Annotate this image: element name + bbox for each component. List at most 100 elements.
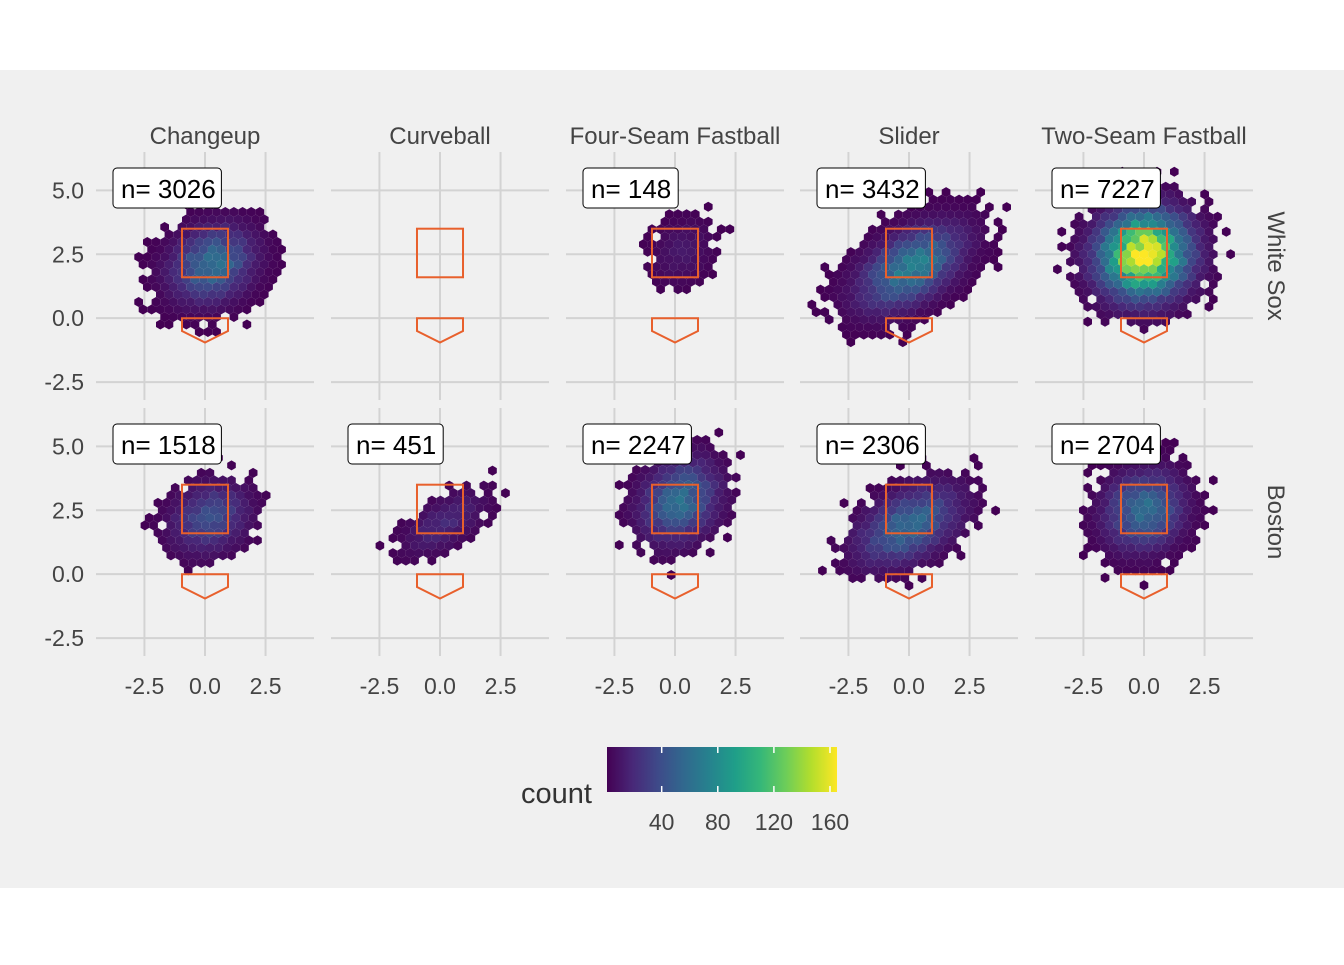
- hexbin-0-4-172: [1204, 256, 1214, 267]
- hexbin-0-0-45: [268, 229, 278, 240]
- hexbin-0-3-242: [915, 307, 925, 318]
- hexbin-0-3-80: [902, 239, 912, 250]
- hexbin-0-3-135: [898, 262, 908, 273]
- hexbin-0-3-109: [842, 254, 851, 265]
- hexbin-0-0-84: [186, 252, 195, 262]
- hexbin-0-0-87: [212, 252, 221, 262]
- hexbin-0-0-152: [220, 282, 230, 292]
- hexbin-1-2-44: [662, 472, 672, 483]
- hexbin-1-4-69: [1157, 490, 1166, 501]
- hexbin-0-4-123: [1083, 241, 1092, 252]
- hexbin-0-0-101: [190, 259, 200, 270]
- hexbin-0-4-177: [1105, 264, 1114, 275]
- hexbin-0-2-75: [673, 284, 683, 295]
- hexbin-0-3-121: [946, 254, 955, 265]
- hexbin-1-4-125: [1139, 520, 1149, 531]
- hexbin-0-3-191: [902, 284, 912, 295]
- hexbin-0-4-74: [1122, 219, 1131, 230]
- hexbin-1-3-104: [956, 520, 966, 531]
- hexbin-0-0-173: [160, 297, 169, 307]
- hexbin-0-4-52: [1074, 211, 1084, 222]
- hexbin-0-0-80: [151, 252, 161, 262]
- hexbin-0-3-170: [881, 277, 890, 288]
- hexbin-0-2-17: [699, 224, 709, 235]
- hexbin-1-2-50: [714, 472, 724, 483]
- hexbin-0-0-42: [242, 229, 252, 240]
- hexbin-0-0-62: [147, 244, 156, 255]
- hexbin-1-3-55: [935, 498, 944, 509]
- hexbin-1-4-126: [1148, 520, 1157, 531]
- hexbin-0-3-32: [881, 217, 890, 228]
- hexbin-0-0-4: [194, 207, 204, 217]
- hexbin-0-0-103: [207, 259, 217, 270]
- hexbin-1-3-164: [848, 558, 857, 569]
- hexbin-1-4-158: [1191, 535, 1201, 546]
- hexbin-0-3-173: [907, 277, 916, 288]
- hexbin-1-3-37: [904, 490, 914, 501]
- hexbin-0-3-90: [989, 239, 998, 250]
- hexbin-1-3-99: [913, 520, 922, 531]
- hexbin-0-0-75: [259, 244, 269, 255]
- hexbin-1-1-43: [466, 518, 476, 529]
- hexbin-0-3-83: [928, 239, 938, 250]
- hexbin-1-3-152: [870, 550, 879, 561]
- hexbin-1-3-120: [826, 535, 836, 546]
- hexbin-0-4-170: [1187, 256, 1196, 267]
- hexbin-0-4-233: [1152, 286, 1162, 297]
- hexbin-1-0-79: [218, 520, 228, 531]
- hexbin-1-2-115: [701, 510, 711, 520]
- hexbin-1-2-73: [688, 487, 698, 498]
- hexbin-1-3-18: [965, 475, 974, 486]
- hexbin-0-2-57: [686, 261, 696, 272]
- hexbin-0-4-86: [1074, 226, 1084, 237]
- hexbin-0-0-94: [272, 252, 282, 262]
- hexbin-1-1-9: [501, 488, 510, 499]
- hexbin-0-0-104: [216, 259, 226, 270]
- hexbin-1-3-124: [870, 535, 879, 546]
- hexbin-1-2-148: [688, 532, 698, 543]
- hexbin-1-0-35: [170, 497, 180, 508]
- hexbin-1-4-118: [1079, 520, 1088, 531]
- hexbin-0-4-87: [1083, 226, 1092, 237]
- hexbin-0-3-266: [859, 329, 869, 340]
- hexbin-0-0-128: [147, 274, 156, 285]
- hexbin-1-0-84: [153, 527, 163, 538]
- hexbin-0-4-216: [1139, 279, 1149, 290]
- n-label-1-3: n= 2306: [825, 430, 920, 460]
- hexbin-1-1-58: [405, 533, 415, 544]
- hexbin-0-0-179: [212, 297, 221, 307]
- hexbin-0-0-69: [207, 244, 217, 255]
- hexbin-0-3-35: [907, 217, 916, 228]
- hexbin-0-3-175: [924, 277, 934, 288]
- hexbin-1-2-9: [705, 442, 715, 453]
- hexbin-0-3-53: [937, 224, 947, 235]
- hexbin-1-4-169: [1170, 542, 1179, 553]
- n-label-box-1-0: [112, 423, 222, 465]
- hexbin-0-0-99: [173, 259, 182, 270]
- hexbin-0-0-165: [216, 289, 226, 300]
- hexbin-1-0-7: [201, 475, 210, 486]
- hexbin-0-3-138: [924, 262, 934, 273]
- hexbin-0-4-168: [1170, 256, 1179, 267]
- hexbin-0-3-66: [915, 232, 925, 243]
- hexbin-1-2-120: [627, 517, 637, 528]
- hexbin-1-4-179: [1157, 550, 1166, 561]
- hexbin-1-3-177: [844, 565, 853, 576]
- hexbin-1-2-67: [636, 487, 646, 498]
- hexbin-0-3-18: [985, 202, 994, 213]
- hexbin-0-4-134: [1178, 241, 1188, 252]
- hexbin-0-0-187: [156, 304, 165, 315]
- hexbin-1-3-135: [839, 543, 849, 554]
- hexbin-1-4-171: [1187, 542, 1196, 553]
- hexbin-0-3-41: [959, 217, 968, 228]
- hexbin-1-2-46: [679, 472, 689, 483]
- hexbin-1-0-103: [227, 535, 236, 546]
- hexbin-1-0-56: [244, 505, 254, 516]
- hexbin-0-0-5: [203, 207, 213, 217]
- hexbin-1-1-8: [483, 488, 493, 499]
- strike-zone-0-1: [415, 227, 465, 279]
- hexbin-1-2-56: [640, 480, 650, 490]
- hexbin-1-3-58: [961, 498, 970, 509]
- hexbin-0-3-29: [963, 209, 972, 220]
- hexbin-0-3-174: [915, 277, 925, 288]
